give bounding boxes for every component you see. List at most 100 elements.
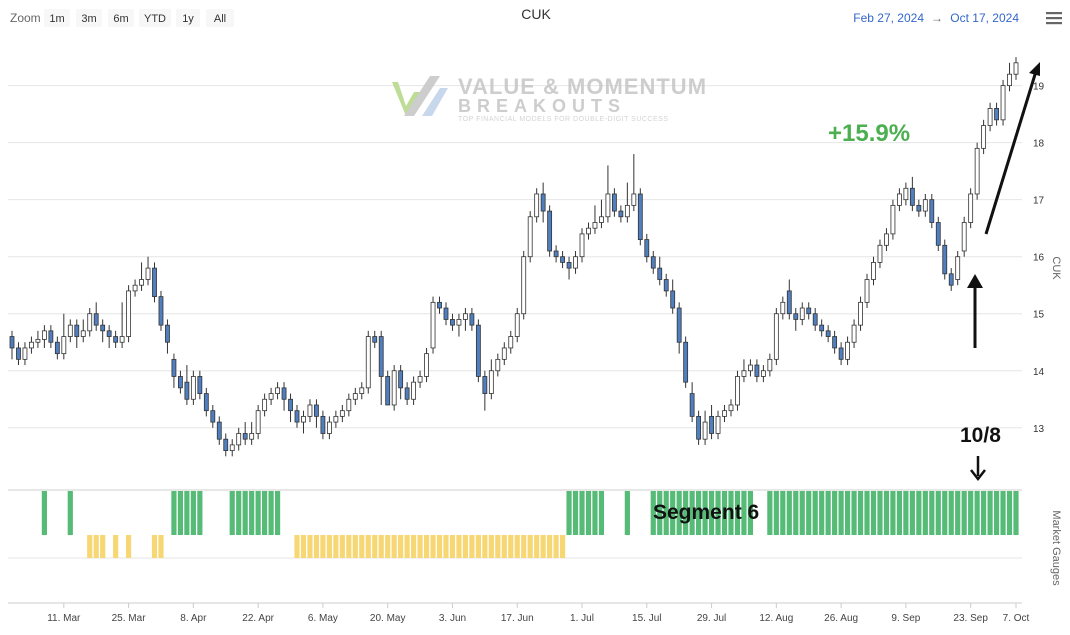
candle [773, 308, 779, 366]
gauge-bar-negative [158, 535, 164, 558]
trend-arrow-head-icon [1029, 62, 1040, 76]
x-tick-label: 15. Jul [632, 613, 661, 624]
gauge-bar-positive [961, 491, 967, 535]
gauge-bar-positive [903, 491, 909, 535]
gauge-bar-positive [197, 491, 203, 535]
gauge-bar-negative [456, 535, 462, 558]
gauge-bar-positive [249, 491, 255, 535]
candle [339, 404, 345, 423]
zoom-button-all[interactable]: All [206, 9, 234, 27]
logo-check-icon [392, 82, 420, 116]
gauge-bar-positive [663, 491, 669, 535]
gauge-bar-negative [443, 535, 449, 558]
gauge-bar-positive [696, 491, 702, 535]
candle [171, 353, 177, 388]
up-arrow-head-icon [967, 274, 983, 288]
watermark-line2: BREAKOUTS [458, 96, 626, 116]
date-range: Feb 27, 2024 → Oct 17, 2024 [853, 11, 1019, 25]
candle [1013, 57, 1019, 80]
candle [994, 102, 999, 126]
zoom-button-3m[interactable]: 3m [76, 9, 102, 27]
gauge-bar-positive [579, 491, 585, 535]
svg-text:3m: 3m [81, 13, 96, 25]
gauge-bar-positive [974, 491, 980, 535]
gauge-bar-positive [585, 491, 592, 535]
gauge-bar-negative [372, 535, 378, 558]
candle [326, 416, 332, 440]
gauge-bar-negative [436, 535, 443, 558]
gauge-bar-positive [922, 491, 928, 535]
candle [443, 302, 449, 326]
gauge-bar-negative [417, 535, 423, 558]
trend-arrow-line [984, 67, 1039, 235]
y-tick-label: 15 [1033, 310, 1045, 321]
gauge-bar-negative [100, 535, 106, 558]
gauge-bar-negative [501, 535, 507, 558]
range-to-input[interactable]: Oct 17, 2024 [950, 11, 1019, 25]
gauge-bar-positive [877, 491, 883, 535]
gauge-bar-positive [870, 491, 877, 535]
gauge-bar-positive [948, 491, 954, 535]
range-from-input[interactable]: Feb 27, 2024 [853, 11, 924, 25]
candle [197, 370, 203, 400]
zoom-button-ytd[interactable]: YTD [139, 9, 171, 27]
candle [592, 205, 598, 234]
candle [236, 427, 242, 451]
gauge-bar-negative [508, 535, 514, 558]
candle [495, 353, 501, 377]
candle [754, 359, 760, 383]
zoom-label: Zoom [10, 11, 41, 25]
gauge-bar-negative [151, 535, 158, 558]
svg-text:1m: 1m [49, 13, 64, 25]
zoom-toolbar: Zoom 1m 3m 6m YTD 1y All [10, 9, 234, 27]
candle [41, 325, 47, 348]
candle [715, 410, 721, 440]
gauge-bar-positive [734, 491, 741, 535]
gauge-bar-negative [300, 535, 307, 558]
gauge-bar-negative [93, 535, 99, 558]
x-tick-label: 6. May [308, 613, 338, 624]
gauge-bar-positive [909, 491, 915, 535]
candle [29, 336, 34, 354]
x-tick-label: 1. Jul [570, 613, 594, 624]
gauge-bar-negative [449, 535, 456, 558]
x-tick-label: 8. Apr [180, 613, 207, 624]
candle [618, 205, 624, 223]
candle [793, 308, 799, 331]
svg-text:6m: 6m [113, 13, 128, 25]
range-arrow: → [931, 11, 943, 25]
hamburger-menu-icon[interactable] [1046, 12, 1062, 25]
zoom-button-1m[interactable]: 1m [44, 9, 70, 27]
candle [320, 410, 326, 440]
gauge-bar-negative [553, 535, 559, 558]
gauge-bar-negative [87, 535, 93, 558]
gauge-bar-negative [411, 535, 417, 558]
candle [560, 251, 565, 269]
candle [145, 256, 151, 286]
candle [508, 330, 514, 354]
candle [35, 330, 41, 348]
gauge-bar-positive [572, 491, 579, 535]
gauge-bar-positive [1006, 491, 1013, 535]
candle [845, 336, 850, 366]
gauge-bar-negative [320, 535, 326, 558]
gauge-bar-positive [268, 491, 274, 535]
candle [385, 370, 391, 406]
candle [929, 193, 935, 229]
candle [670, 279, 676, 314]
candle [262, 393, 268, 417]
candle [890, 199, 896, 240]
candle [540, 182, 546, 223]
candle [106, 325, 112, 348]
svg-text:1y: 1y [182, 13, 194, 25]
candle [178, 370, 183, 394]
gauge-bar-positive [670, 491, 676, 535]
zoom-button-6m[interactable]: 6m [108, 9, 134, 27]
zoom-button-1y[interactable]: 1y [176, 9, 200, 27]
gauge-bar-positive [864, 491, 870, 535]
candle [935, 216, 941, 251]
gridlines [8, 85, 1022, 604]
candle [864, 273, 870, 309]
candle [378, 330, 384, 405]
candle [728, 399, 734, 417]
